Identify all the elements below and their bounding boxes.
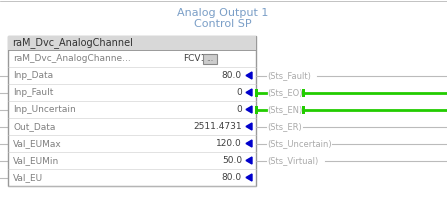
Text: raM_Dvc_AnalogChannel: raM_Dvc_AnalogChannel: [12, 38, 133, 48]
Bar: [8, 36, 256, 186]
Text: Out_Data: Out_Data: [13, 122, 55, 131]
Text: (Sts_Fault): (Sts_Fault): [267, 71, 311, 80]
Text: 80.0: 80.0: [222, 173, 242, 182]
Text: Inp_Data: Inp_Data: [13, 71, 53, 80]
Text: raM_Dvc_AnalogChanne...: raM_Dvc_AnalogChanne...: [13, 54, 131, 63]
Text: Val_EUMax: Val_EUMax: [13, 139, 62, 148]
Polygon shape: [246, 157, 252, 164]
Text: 2511.4731: 2511.4731: [194, 122, 242, 131]
Bar: [302, 88, 305, 97]
Text: 120.0: 120.0: [216, 139, 242, 148]
Polygon shape: [246, 123, 252, 130]
Bar: [302, 105, 305, 114]
Text: 50.0: 50.0: [222, 156, 242, 165]
Bar: [8, 36, 256, 50]
Polygon shape: [246, 72, 252, 79]
Text: Inp_Fault: Inp_Fault: [13, 88, 53, 97]
Text: (Sts_Virtual): (Sts_Virtual): [267, 156, 318, 165]
Text: 0: 0: [236, 88, 242, 97]
Bar: [255, 105, 258, 114]
Text: ...: ...: [207, 54, 214, 63]
Polygon shape: [246, 174, 252, 181]
Text: (Sts_EO): (Sts_EO): [267, 88, 303, 97]
Text: (Sts_EN): (Sts_EN): [267, 105, 302, 114]
Text: 80.0: 80.0: [222, 71, 242, 80]
Text: FCV1: FCV1: [183, 54, 206, 63]
Text: Analog Output 1: Analog Output 1: [177, 8, 269, 18]
Polygon shape: [246, 89, 252, 96]
Text: (Sts_Uncertain): (Sts_Uncertain): [267, 139, 332, 148]
Text: Val_EUMin: Val_EUMin: [13, 156, 59, 165]
Bar: [203, 54, 217, 63]
Text: (Sts_ER): (Sts_ER): [267, 122, 302, 131]
Text: Control SP: Control SP: [194, 19, 252, 29]
Polygon shape: [246, 106, 252, 113]
Text: Inp_Uncertain: Inp_Uncertain: [13, 105, 76, 114]
Text: 0: 0: [236, 105, 242, 114]
Polygon shape: [246, 140, 252, 147]
Bar: [255, 88, 258, 97]
Text: Val_EU: Val_EU: [13, 173, 43, 182]
